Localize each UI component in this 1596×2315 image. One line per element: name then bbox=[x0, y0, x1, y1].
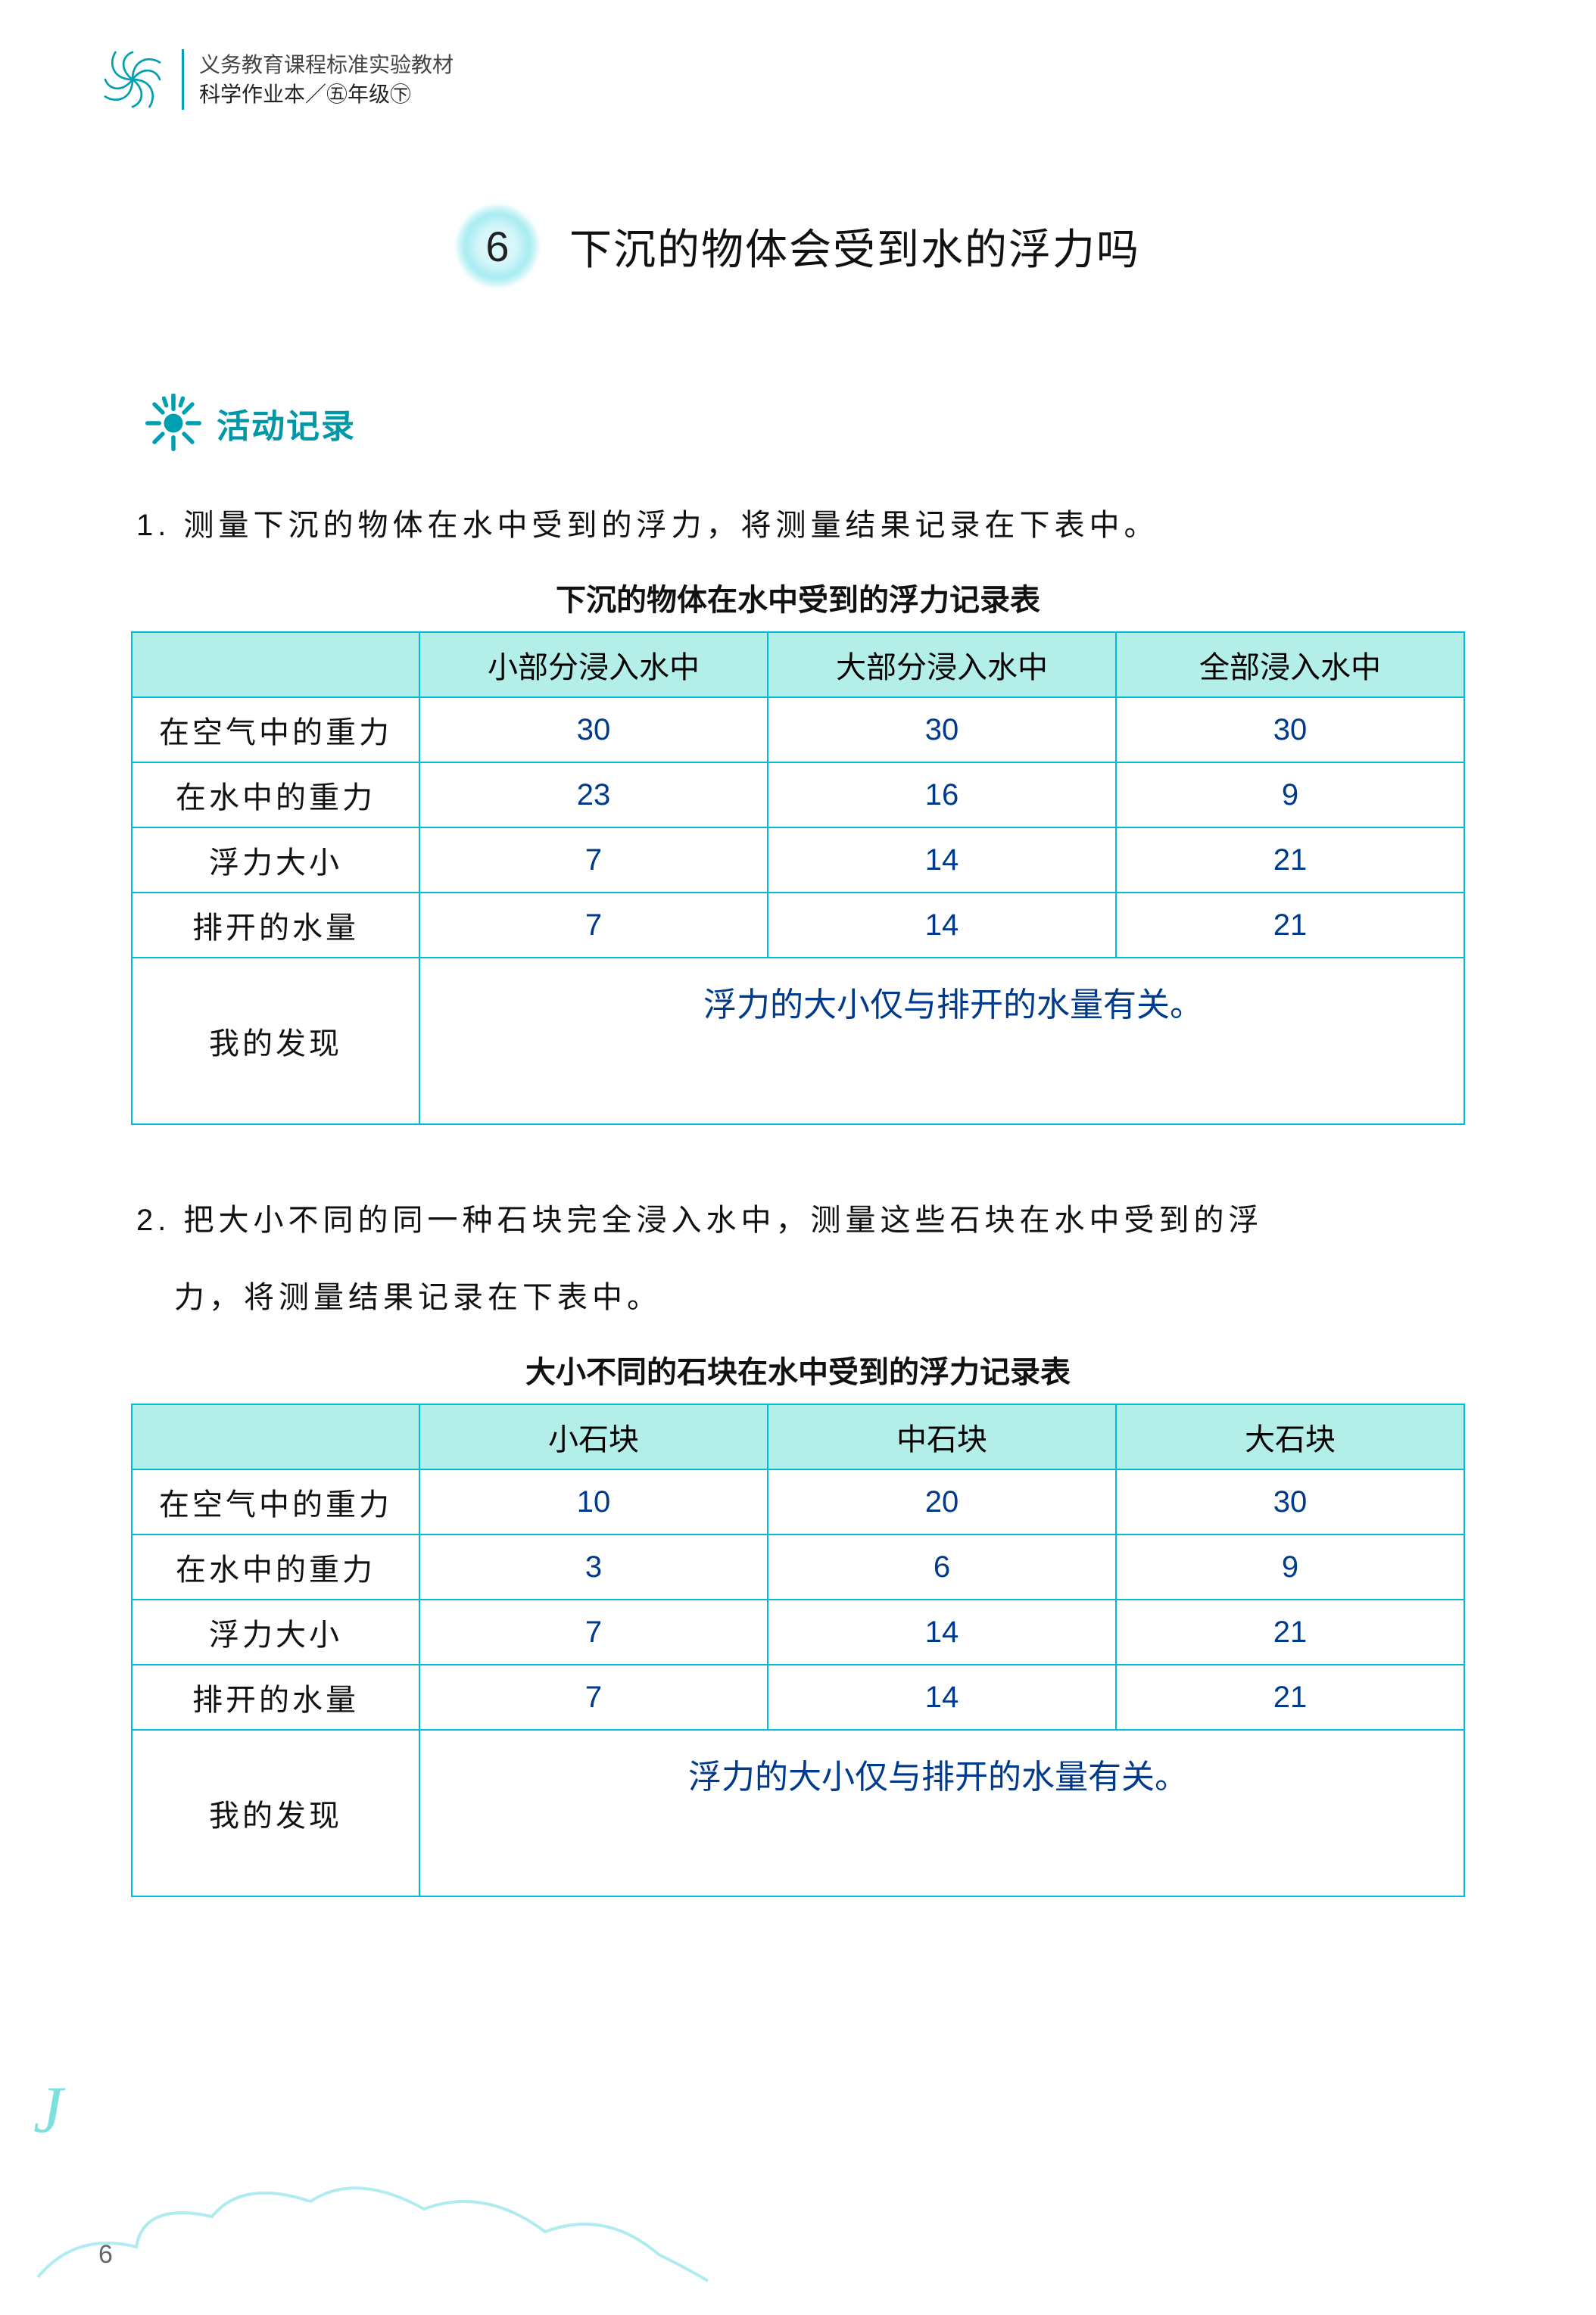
row-label: 排开的水量 bbox=[132, 1665, 419, 1730]
sun-icon bbox=[144, 394, 203, 453]
cell-value: 30 bbox=[768, 697, 1116, 762]
table-row: 小石块 中石块 大石块 bbox=[132, 1404, 1464, 1469]
section-label-text: 活动记录 bbox=[217, 399, 356, 447]
q1-text: 测量下沉的物体在水中受到的浮力，将测量结果记录在下表中。 bbox=[183, 509, 1158, 542]
col-header: 小石块 bbox=[419, 1404, 768, 1469]
cell-value: 6 bbox=[768, 1535, 1116, 1600]
cell-value: 30 bbox=[1116, 697, 1464, 762]
chapter-number: 6 bbox=[485, 222, 509, 271]
row-label: 我的发现 bbox=[132, 1730, 419, 1896]
cell-value: 21 bbox=[1116, 893, 1464, 958]
table-1: 小部分浸入水中 大部分浸入水中 全部浸入水中 在空气中的重力 30 30 30 … bbox=[131, 631, 1465, 1125]
discovery-text: 浮力的大小仅与排开的水量有关。 bbox=[688, 1759, 1188, 1796]
cell-value: 14 bbox=[768, 827, 1116, 893]
row-label: 排开的水量 bbox=[132, 893, 419, 958]
chapter-title: 下沉的物体会受到水的浮力吗 bbox=[569, 216, 1140, 277]
row-label: 我的发现 bbox=[132, 958, 419, 1124]
q2-text-line2: 力，将测量结果记录在下表中。 bbox=[174, 1281, 662, 1314]
q2-text-line1: 把大小不同的同一种石块完全浸入水中，测量这些石块在水中受到的浮 bbox=[183, 1204, 1263, 1237]
q1-number: 1. bbox=[136, 509, 170, 542]
cell-value: 30 bbox=[1116, 1469, 1464, 1535]
row-label: 在水中的重力 bbox=[132, 762, 419, 827]
cell-value: 14 bbox=[768, 1665, 1116, 1730]
question-1: 1. 测量下沉的物体在水中受到的浮力，将测量结果记录在下表中。 bbox=[136, 498, 1498, 553]
table-row: 浮力大小 7 14 21 bbox=[132, 1600, 1464, 1665]
table2-title: 大小不同的石块在水中受到的浮力记录表 bbox=[98, 1348, 1498, 1391]
discovery-cell: 浮力的大小仅与排开的水量有关。 bbox=[419, 958, 1464, 1124]
cell-value: 30 bbox=[419, 697, 768, 762]
table-row: 在空气中的重力 10 20 30 bbox=[132, 1469, 1464, 1535]
row-label: 在空气中的重力 bbox=[132, 697, 419, 762]
cell-value: 20 bbox=[768, 1469, 1116, 1535]
header-title: 科学作业本／㊄年级㊦ bbox=[199, 79, 454, 109]
decoration-j-icon: J bbox=[33, 2072, 63, 2148]
col-header: 大石块 bbox=[1116, 1404, 1464, 1469]
cloud-decoration-icon bbox=[30, 2156, 712, 2285]
col-header: 中石块 bbox=[768, 1404, 1116, 1469]
table-row: 在水中的重力 23 16 9 bbox=[132, 762, 1464, 827]
cell-value: 14 bbox=[768, 893, 1116, 958]
cell-value: 9 bbox=[1116, 1535, 1464, 1600]
q2-number: 2. bbox=[136, 1204, 170, 1237]
cell-value: 9 bbox=[1116, 762, 1464, 827]
cell-value: 7 bbox=[419, 1600, 768, 1665]
col-header: 全部浸入水中 bbox=[1116, 632, 1464, 697]
cell-value: 21 bbox=[1116, 1600, 1464, 1665]
question-2: 2. 把大小不同的同一种石块完全浸入水中，测量这些石块在水中受到的浮 bbox=[136, 1193, 1498, 1248]
discovery-cell: 浮力的大小仅与排开的水量有关。 bbox=[419, 1730, 1464, 1896]
book-header: 义务教育课程标准实验教材 科学作业本／㊄年级㊦ bbox=[98, 45, 1498, 114]
table-row: 小部分浸入水中 大部分浸入水中 全部浸入水中 bbox=[132, 632, 1464, 697]
table1-title: 下沉的物体在水中受到的浮力记录表 bbox=[98, 575, 1498, 619]
cell-value: 7 bbox=[419, 827, 768, 893]
table-row: 浮力大小 7 14 21 bbox=[132, 827, 1464, 893]
section-label: 活动记录 bbox=[144, 394, 1498, 453]
col-header: 大部分浸入水中 bbox=[768, 632, 1116, 697]
chapter-heading: 6 下沉的物体会受到水的浮力吗 bbox=[98, 204, 1498, 288]
cell-value: 7 bbox=[419, 1665, 768, 1730]
cell-value: 16 bbox=[768, 762, 1116, 827]
cell-value: 10 bbox=[419, 1469, 768, 1535]
table-row: 在空气中的重力 30 30 30 bbox=[132, 697, 1464, 762]
table-row: 我的发现 浮力的大小仅与排开的水量有关。 bbox=[132, 1730, 1464, 1896]
table-row: 我的发现 浮力的大小仅与排开的水量有关。 bbox=[132, 958, 1464, 1124]
page-number: 6 bbox=[98, 2240, 113, 2270]
cell-value: 14 bbox=[768, 1600, 1116, 1665]
row-label: 在空气中的重力 bbox=[132, 1469, 419, 1535]
table-row: 在水中的重力 3 6 9 bbox=[132, 1535, 1464, 1600]
cell-value: 21 bbox=[1116, 1665, 1464, 1730]
swirl-logo-icon bbox=[98, 45, 167, 114]
row-label: 浮力大小 bbox=[132, 827, 419, 893]
cell-value: 7 bbox=[419, 893, 768, 958]
table-row: 排开的水量 7 14 21 bbox=[132, 1665, 1464, 1730]
table-row: 排开的水量 7 14 21 bbox=[132, 893, 1464, 958]
row-label: 在水中的重力 bbox=[132, 1535, 419, 1600]
row-label: 浮力大小 bbox=[132, 1600, 419, 1665]
header-subtitle: 义务教育课程标准实验教材 bbox=[199, 50, 454, 79]
cell-value: 21 bbox=[1116, 827, 1464, 893]
col-header: 小部分浸入水中 bbox=[419, 632, 768, 697]
discovery-text: 浮力的大小仅与排开的水量有关。 bbox=[703, 986, 1203, 1024]
question-2-cont: 力，将测量结果记录在下表中。 bbox=[136, 1270, 1498, 1325]
cell-value: 3 bbox=[419, 1535, 768, 1600]
table-2: 小石块 中石块 大石块 在空气中的重力 10 20 30 在水中的重力 3 6 … bbox=[131, 1404, 1465, 1897]
cell-value: 23 bbox=[419, 762, 768, 827]
